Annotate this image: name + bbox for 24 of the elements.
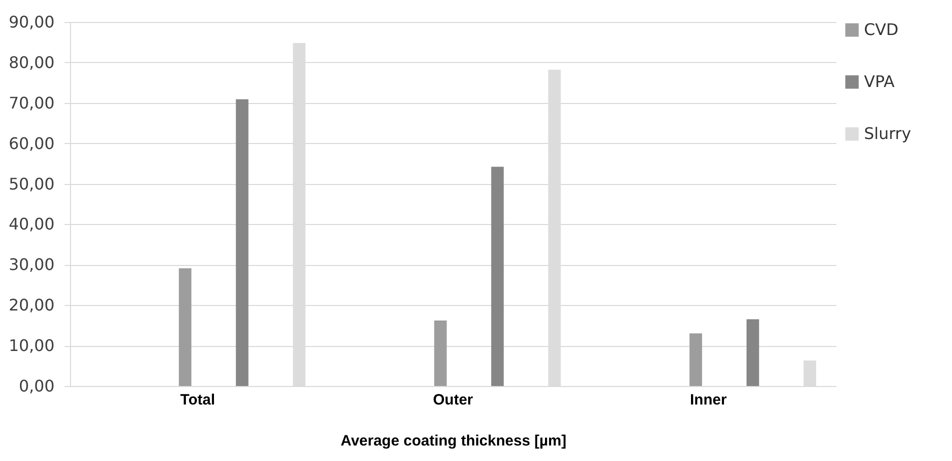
bar (434, 320, 447, 386)
x-tick-label: Total (180, 392, 216, 408)
legend-label: Slurry (864, 124, 912, 143)
x-tick-label: Inner (690, 392, 727, 408)
y-tick-label: 10,00 (8, 336, 54, 356)
y-tick-label: 20,00 (8, 296, 54, 315)
legend-label: VPA (864, 72, 895, 91)
y-tick-label: 60,00 (8, 134, 54, 153)
y-tick-label: 0,00 (18, 376, 54, 396)
y-tick-label: 50,00 (8, 174, 54, 194)
bar (178, 268, 192, 386)
bar (236, 99, 248, 386)
bar (690, 333, 702, 386)
y-tick-label: 80,00 (8, 52, 54, 72)
x-axis-title: Average coating thickness [µm] (340, 432, 566, 450)
y-tick-label: 90,00 (8, 12, 54, 32)
bar (804, 360, 816, 386)
bar (746, 319, 760, 386)
y-tick-label: 30,00 (8, 255, 54, 274)
y-tick-label: 40,00 (8, 214, 54, 234)
bar (491, 166, 504, 386)
x-tick-label: Outer (432, 392, 474, 408)
legend-label: CVD (864, 20, 898, 39)
y-tick-label: 70,00 (8, 93, 54, 112)
